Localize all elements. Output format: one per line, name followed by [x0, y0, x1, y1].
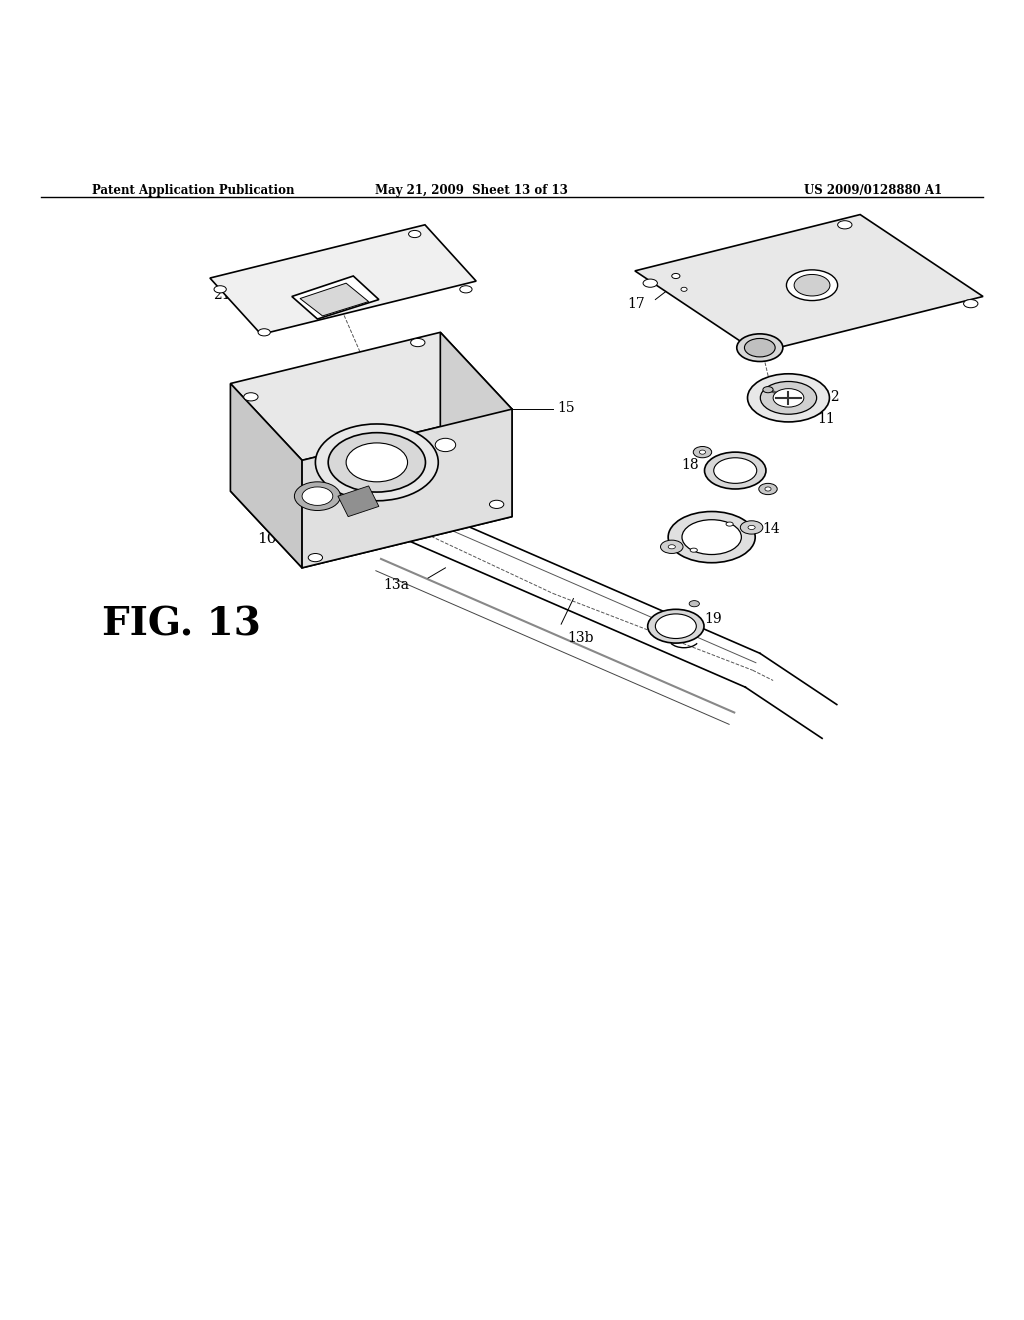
Polygon shape [440, 333, 512, 516]
Ellipse shape [838, 220, 852, 228]
Ellipse shape [765, 343, 779, 351]
Text: 14: 14 [762, 521, 779, 536]
Ellipse shape [759, 483, 777, 495]
Ellipse shape [672, 273, 680, 279]
Ellipse shape [714, 458, 757, 483]
Ellipse shape [681, 288, 687, 292]
Ellipse shape [302, 487, 333, 506]
Ellipse shape [765, 487, 771, 491]
Ellipse shape [643, 279, 657, 288]
Polygon shape [292, 276, 379, 319]
Ellipse shape [328, 433, 426, 492]
Ellipse shape [682, 520, 741, 554]
Polygon shape [230, 440, 512, 568]
Ellipse shape [258, 329, 270, 335]
Ellipse shape [786, 269, 838, 301]
Ellipse shape [740, 521, 763, 535]
Ellipse shape [964, 300, 978, 308]
Ellipse shape [748, 525, 755, 529]
Ellipse shape [693, 446, 712, 458]
Text: 16: 16 [858, 297, 876, 310]
Text: 13a: 13a [384, 578, 410, 593]
Text: 10: 10 [257, 532, 276, 546]
Text: Patent Application Publication: Patent Application Publication [92, 183, 295, 197]
Ellipse shape [315, 424, 438, 500]
Ellipse shape [489, 500, 504, 508]
Ellipse shape [460, 285, 472, 293]
Ellipse shape [705, 453, 766, 488]
Ellipse shape [244, 393, 258, 401]
Text: 13b: 13b [567, 631, 594, 645]
Text: FIG. 13: FIG. 13 [102, 605, 261, 643]
Ellipse shape [411, 338, 425, 347]
Ellipse shape [737, 334, 782, 362]
Text: 19: 19 [705, 612, 722, 626]
Ellipse shape [699, 450, 706, 454]
Ellipse shape [214, 285, 226, 293]
Polygon shape [210, 224, 476, 334]
Ellipse shape [660, 540, 683, 553]
Polygon shape [300, 284, 369, 315]
Ellipse shape [795, 275, 829, 296]
Ellipse shape [744, 338, 775, 356]
Text: 18: 18 [682, 458, 699, 473]
Ellipse shape [409, 231, 421, 238]
Text: 20: 20 [422, 247, 439, 260]
Polygon shape [302, 409, 512, 568]
Polygon shape [230, 384, 302, 568]
Ellipse shape [748, 374, 829, 422]
Ellipse shape [689, 601, 699, 607]
Ellipse shape [346, 444, 408, 482]
Ellipse shape [760, 381, 817, 414]
Polygon shape [338, 486, 379, 516]
Text: 12: 12 [822, 389, 840, 404]
Ellipse shape [690, 548, 697, 552]
Ellipse shape [655, 614, 696, 639]
Ellipse shape [648, 610, 705, 643]
Text: May 21, 2009  Sheet 13 of 13: May 21, 2009 Sheet 13 of 13 [375, 183, 567, 197]
Ellipse shape [726, 521, 733, 527]
Polygon shape [230, 333, 512, 461]
Text: US 2009/0128880 A1: US 2009/0128880 A1 [804, 183, 942, 197]
Ellipse shape [295, 482, 340, 511]
Text: 21: 21 [213, 289, 230, 302]
Ellipse shape [668, 512, 755, 562]
Ellipse shape [773, 388, 804, 407]
Ellipse shape [435, 438, 456, 451]
Ellipse shape [669, 545, 676, 549]
Ellipse shape [763, 387, 773, 393]
Text: 11: 11 [817, 412, 835, 426]
Polygon shape [635, 215, 983, 352]
Ellipse shape [308, 553, 323, 562]
Text: 15: 15 [557, 401, 574, 414]
Text: 17: 17 [628, 297, 645, 310]
